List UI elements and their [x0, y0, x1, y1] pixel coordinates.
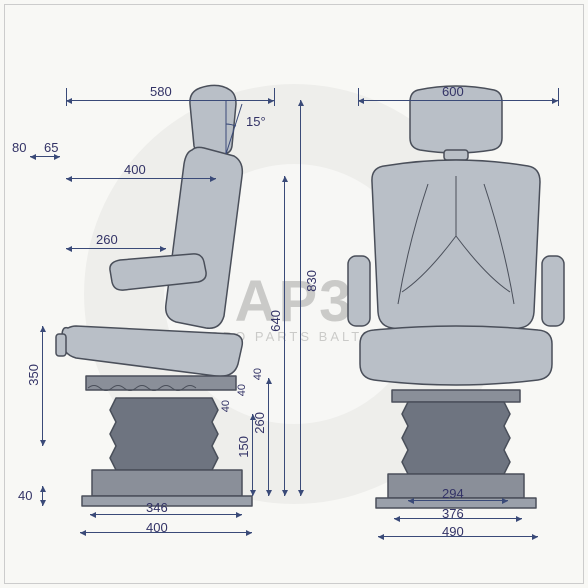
dim-40s2: 40	[236, 384, 248, 396]
front-view	[336, 80, 576, 550]
dim-294: 294	[442, 486, 464, 501]
dim-line-580	[66, 100, 274, 101]
dim-376: 376	[442, 506, 464, 521]
dim-line-600	[358, 100, 558, 101]
dim-line-260	[66, 248, 166, 249]
dim-150: 150	[236, 436, 251, 458]
dim-angle: 15°	[246, 114, 266, 129]
dim-640: 640	[268, 310, 283, 332]
dim-400: 400	[124, 162, 146, 177]
dim-line-830	[300, 100, 301, 496]
dim-line-350	[42, 326, 43, 446]
dim-line-150	[252, 414, 253, 496]
dim-580: 580	[150, 84, 172, 99]
dim-400b: 400	[146, 520, 168, 535]
diagram-stage: AP3 AGRO PARTS BALTIJA	[0, 0, 588, 588]
dim-40b: 40	[18, 488, 32, 503]
dim-490: 490	[442, 524, 464, 539]
dim-line-400	[66, 178, 216, 179]
dim-40s1: 40	[252, 368, 264, 380]
dim-80: 80	[12, 140, 26, 155]
dim-830: 830	[304, 270, 319, 292]
dim-600: 600	[442, 84, 464, 99]
dim-346: 346	[146, 500, 168, 515]
dim-line-640	[284, 176, 285, 496]
dim-65: 65	[44, 140, 58, 155]
dim-260: 260	[96, 232, 118, 247]
dim-line-260v	[268, 378, 269, 496]
dim-40s3: 40	[220, 400, 232, 412]
dim-350: 350	[26, 364, 41, 386]
